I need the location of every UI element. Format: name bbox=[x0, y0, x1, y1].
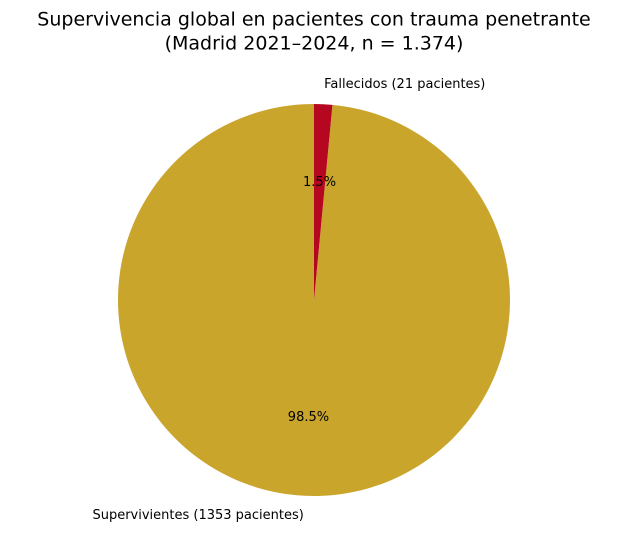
pie-slice bbox=[314, 104, 333, 300]
percent-label: 98.5% bbox=[288, 410, 329, 425]
chart-title: Supervivencia global en pacientes con tr… bbox=[37, 9, 590, 31]
slice-label: Fallecidos (21 pacientes) bbox=[324, 77, 485, 92]
percent-label: 1.5% bbox=[303, 175, 336, 190]
pie-slice bbox=[117, 104, 510, 496]
chart-subtitle: (Madrid 2021–2024, n = 1.374) bbox=[165, 33, 464, 55]
slice-label: Supervivientes (1353 pacientes) bbox=[92, 508, 303, 523]
